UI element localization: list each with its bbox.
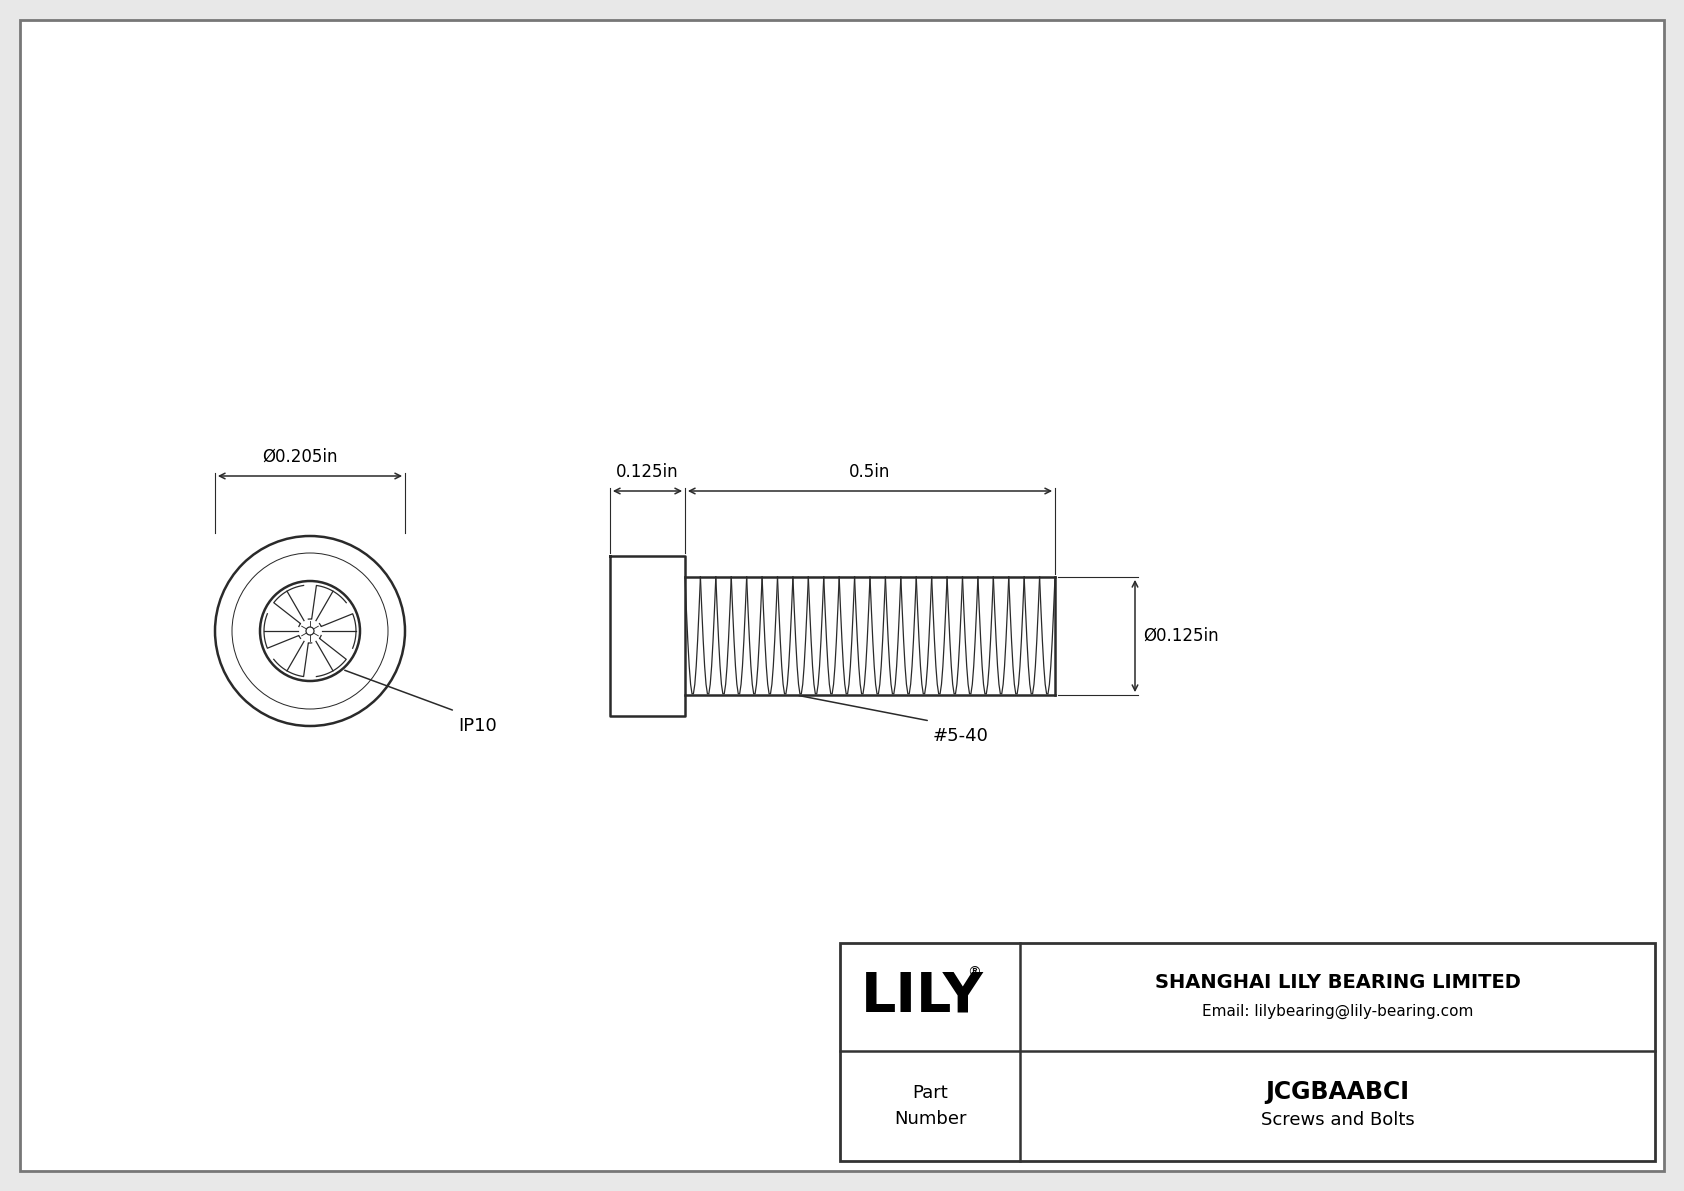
Text: Part
Number: Part Number xyxy=(894,1084,967,1128)
Text: Screws and Bolts: Screws and Bolts xyxy=(1261,1111,1415,1129)
Text: 0.125in: 0.125in xyxy=(616,463,679,481)
Text: IP10: IP10 xyxy=(458,717,497,735)
Circle shape xyxy=(232,553,387,709)
Bar xyxy=(840,943,1655,1161)
Polygon shape xyxy=(1282,977,1433,1084)
Text: #5-40: #5-40 xyxy=(933,727,989,746)
Circle shape xyxy=(259,581,360,681)
Text: Ø0.205in: Ø0.205in xyxy=(263,448,338,466)
Text: SHANGHAI LILY BEARING LIMITED: SHANGHAI LILY BEARING LIMITED xyxy=(1155,973,1521,992)
Text: ®: ® xyxy=(967,966,982,980)
Text: Email: lilybearing@lily-bearing.com: Email: lilybearing@lily-bearing.com xyxy=(1202,1003,1474,1018)
Circle shape xyxy=(216,536,404,727)
Circle shape xyxy=(306,626,313,635)
Ellipse shape xyxy=(1410,1059,1440,1078)
Polygon shape xyxy=(1243,950,1303,1010)
Text: LILY: LILY xyxy=(861,969,983,1024)
Text: 0.5in: 0.5in xyxy=(849,463,891,481)
Ellipse shape xyxy=(1234,958,1273,983)
Text: Ø0.125in: Ø0.125in xyxy=(1143,626,1219,646)
Text: JCGBAABCI: JCGBAABCI xyxy=(1265,1080,1410,1104)
